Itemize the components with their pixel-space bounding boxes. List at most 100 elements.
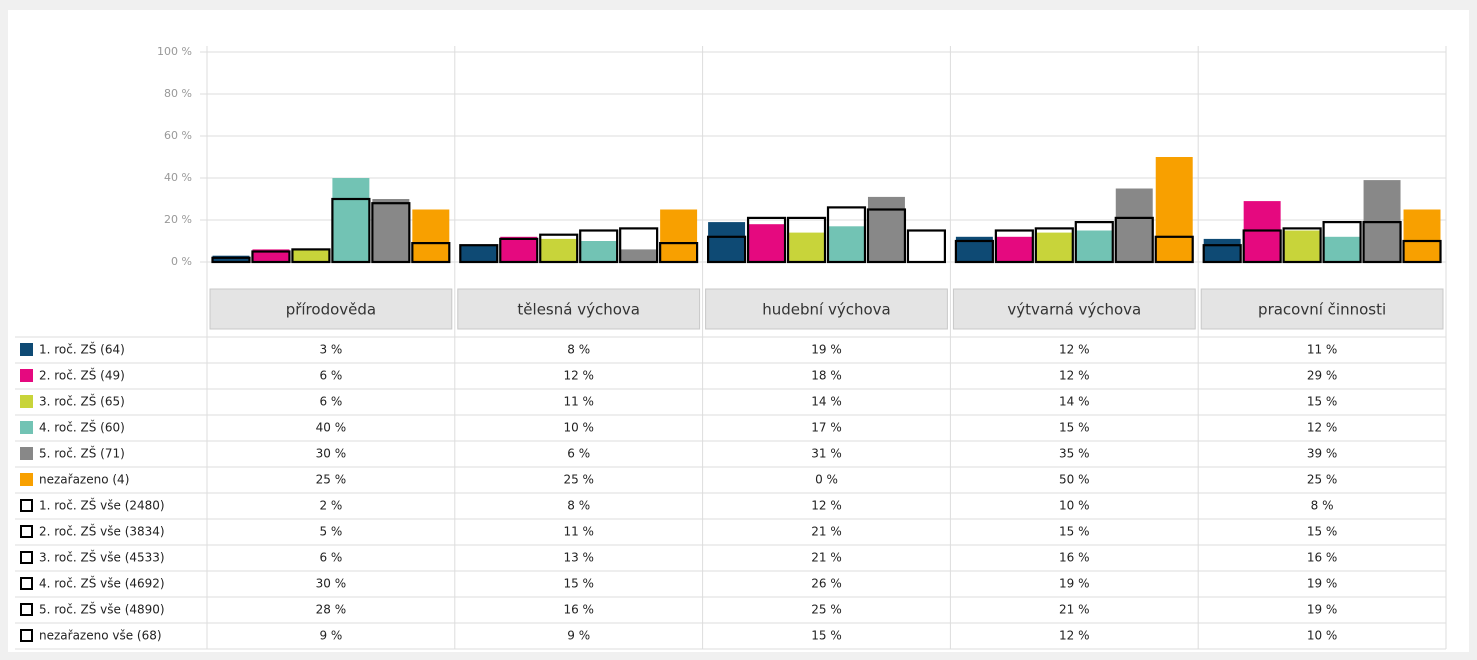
bar: [660, 209, 698, 262]
bar-outline: [1402, 239, 1442, 264]
table-cell: 10 %: [1059, 499, 1090, 513]
table-cell: 18 %: [811, 369, 842, 383]
bar: [372, 199, 410, 262]
bar-outline: [706, 235, 747, 264]
table-cell: 25 %: [1307, 473, 1338, 487]
legend-swatch: [20, 577, 33, 590]
table-cell: 12 %: [811, 499, 842, 513]
bar-outline: [1074, 221, 1114, 264]
bar-outline: [1362, 221, 1402, 264]
category-header: [705, 288, 948, 330]
table-cell: 10 %: [1307, 629, 1338, 643]
table-cell: 15 %: [1307, 525, 1338, 539]
panel: [8, 10, 1469, 652]
legend-label: 3. roč. ZŠ vše (4533): [39, 550, 165, 565]
table-cell: 13 %: [563, 551, 594, 565]
y-tick-label: 80 %: [164, 87, 192, 100]
table-cell: 5 %: [319, 525, 342, 539]
table-cell: 15 %: [1059, 525, 1090, 539]
bar-outline: [1242, 229, 1282, 264]
category-label: výtvarná výchova: [1007, 301, 1141, 319]
table-cell: 15 %: [1059, 421, 1090, 435]
bar: [540, 238, 578, 262]
bar: [828, 226, 865, 262]
bar: [748, 224, 786, 262]
table-cell: 30 %: [316, 577, 347, 591]
table-cell: 6 %: [319, 369, 342, 383]
table-cell: 29 %: [1307, 369, 1338, 383]
bar-outline: [659, 242, 699, 264]
bar-outline: [786, 216, 827, 264]
legend-swatch: [20, 369, 33, 382]
table-cell: 31 %: [811, 447, 842, 461]
bar: [708, 222, 746, 262]
legend-label: 1. roč. ZŠ vše (2480): [39, 498, 165, 513]
table-cell: 11 %: [563, 525, 594, 539]
legend-label: nezařazeno vše (68): [39, 629, 162, 643]
bar-outline: [866, 208, 907, 264]
table-cell: 6 %: [319, 551, 342, 565]
category-label: pracovní činnosti: [1258, 301, 1386, 319]
table-cell: 19 %: [1307, 577, 1338, 591]
legend-swatch: [20, 525, 33, 538]
bar: [1075, 230, 1113, 262]
y-tick-label: 40 %: [164, 171, 192, 184]
category-label: tělesná výchova: [517, 301, 640, 319]
legend-label: nezařazeno (4): [39, 473, 129, 487]
table-cell: 11 %: [563, 395, 594, 409]
bar: [867, 196, 905, 262]
table-cell: 17 %: [811, 421, 842, 435]
legend-swatch: [20, 421, 33, 434]
table-cell: 6 %: [567, 447, 590, 461]
legend-label: 4. roč. ZŠ vše (4692): [39, 576, 165, 591]
table-cell: 21 %: [811, 551, 842, 565]
table-cell: 9 %: [319, 629, 342, 643]
legend-swatch: [20, 499, 33, 512]
table-cell: 19 %: [1307, 603, 1338, 617]
bar-outline: [1282, 227, 1322, 264]
y-tick-label: 20 %: [164, 213, 192, 226]
table-cell: 25 %: [316, 473, 347, 487]
legend-swatch: [20, 473, 33, 486]
category-header: [209, 288, 453, 330]
table-cell: 0 %: [815, 473, 838, 487]
table-cell: 14 %: [811, 395, 842, 409]
table-cell: 15 %: [1307, 395, 1338, 409]
table-cell: 35 %: [1059, 447, 1090, 461]
bar-outline: [251, 250, 291, 264]
category-header: [1200, 288, 1444, 330]
bar: [995, 236, 1033, 262]
bar-outline: [906, 229, 947, 264]
table-cell: 12 %: [563, 369, 594, 383]
category-label: přírodověda: [286, 301, 376, 319]
bar-outline: [211, 256, 251, 264]
table-cell: 30 %: [316, 447, 347, 461]
table-cell: 8 %: [567, 343, 590, 357]
table-cell: 19 %: [811, 343, 842, 357]
table-cell: 14 %: [1059, 395, 1090, 409]
table-cell: 21 %: [811, 525, 842, 539]
table-cell: 21 %: [1059, 603, 1090, 617]
bar: [1155, 157, 1193, 262]
bar: [500, 236, 538, 262]
bar-outline: [371, 202, 411, 264]
legend-label: 2. roč. ZŠ (49): [39, 368, 125, 383]
table-cell: 19 %: [1059, 577, 1090, 591]
legend-label: 4. roč. ZŠ (60): [39, 420, 125, 435]
table-cell: 8 %: [1311, 499, 1334, 513]
table-cell: 12 %: [1307, 421, 1338, 435]
bar-outline: [1154, 235, 1194, 264]
bar: [460, 245, 498, 262]
bar: [620, 249, 658, 262]
legend-label: 2. roč. ZŠ vše (3834): [39, 524, 165, 539]
bar-outline: [954, 239, 994, 264]
table-cell: 15 %: [563, 577, 594, 591]
legend-label: 3. roč. ZŠ (65): [39, 394, 125, 409]
category-label: hudební výchova: [762, 301, 890, 319]
legend-swatch: [20, 551, 33, 564]
bar-outline: [579, 229, 619, 264]
table-cell: 2 %: [319, 499, 342, 513]
legend-swatch: [20, 447, 33, 460]
bar: [1035, 232, 1073, 262]
bar-outline: [291, 248, 331, 264]
